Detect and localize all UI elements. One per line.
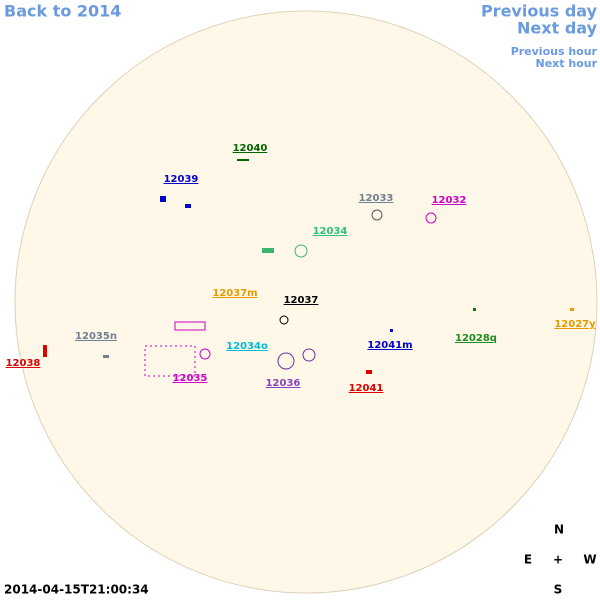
spot bbox=[262, 248, 274, 253]
compass-south: S bbox=[554, 583, 563, 597]
next-day-link[interactable]: Next day bbox=[517, 19, 598, 38]
spot bbox=[103, 355, 109, 358]
spot bbox=[371, 209, 383, 221]
spot bbox=[237, 159, 249, 161]
spot bbox=[390, 329, 393, 332]
spot bbox=[294, 244, 308, 258]
spot bbox=[366, 370, 372, 374]
spot bbox=[144, 345, 196, 377]
compass-west: W bbox=[583, 553, 596, 567]
previous-hour-link[interactable]: Previous hour bbox=[511, 45, 598, 58]
region-label: 12034 bbox=[313, 226, 348, 237]
region-label: 12028q bbox=[455, 333, 497, 344]
region-label: 12037 bbox=[284, 295, 319, 306]
region-label: 12035n bbox=[75, 331, 117, 342]
spot bbox=[277, 352, 295, 370]
spot bbox=[279, 315, 289, 325]
back-link[interactable]: Back to 2014 bbox=[4, 2, 121, 21]
region-label: 12039 bbox=[164, 174, 199, 185]
region-label: 12041m bbox=[367, 340, 412, 351]
previous-day-link[interactable]: Previous day bbox=[481, 2, 598, 21]
compass-east: E bbox=[524, 553, 532, 567]
spot bbox=[302, 348, 316, 362]
region-label: 12041 bbox=[349, 383, 384, 394]
spot bbox=[199, 348, 211, 360]
compass-center: + bbox=[553, 553, 563, 567]
timestamp: 2014-04-15T21:00:34 bbox=[4, 583, 149, 597]
region-label: 12035 bbox=[173, 373, 208, 384]
spot bbox=[174, 321, 206, 331]
region-label: 12027y bbox=[554, 319, 596, 330]
spots bbox=[43, 159, 574, 377]
compass-north: N bbox=[554, 523, 564, 537]
spot bbox=[570, 308, 574, 311]
region-label: 12034o bbox=[226, 341, 268, 352]
solar-disk bbox=[14, 10, 598, 594]
spot bbox=[185, 204, 191, 208]
spot bbox=[473, 308, 476, 311]
next-hour-link[interactable]: Next hour bbox=[536, 57, 598, 70]
region-label: 12032 bbox=[432, 195, 467, 206]
spot bbox=[425, 212, 437, 224]
region-label: 12038 bbox=[6, 358, 41, 369]
region-label: 12033 bbox=[359, 193, 394, 204]
spot bbox=[160, 196, 166, 202]
region-label: 12037m bbox=[212, 288, 257, 299]
region-label: 12036 bbox=[266, 378, 301, 389]
spot bbox=[43, 345, 47, 357]
region-label: 12040 bbox=[233, 143, 268, 154]
